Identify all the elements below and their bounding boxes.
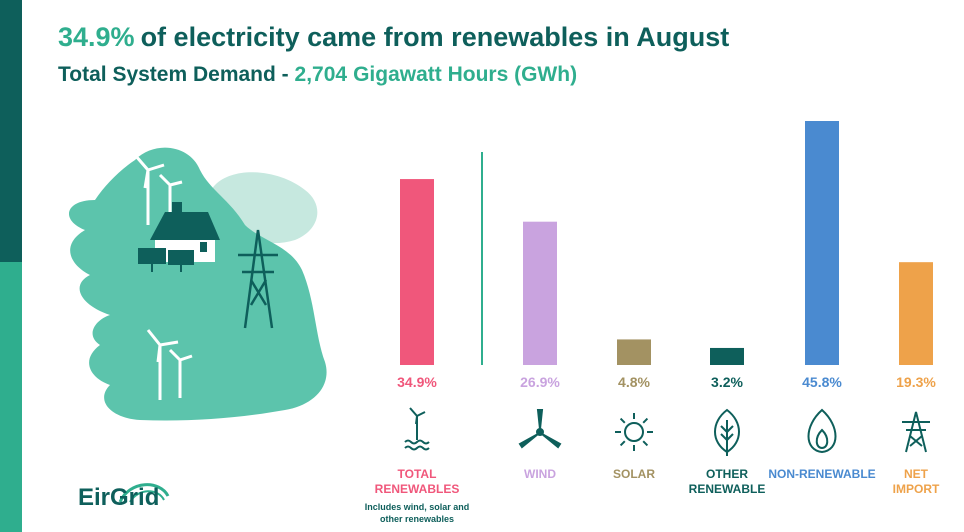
bar-2 <box>617 339 651 365</box>
category-label-5-1: IMPORT <box>893 482 940 496</box>
category-label-4-0: NON-RENEWABLE <box>768 467 875 481</box>
category-label-2-0: SOLAR <box>613 467 655 481</box>
subtitle-value: 2,704 <box>294 63 348 86</box>
pylon-illustration <box>238 229 278 329</box>
category-label-3-1: RENEWABLE <box>689 482 766 496</box>
category-note-0-1: other renewables <box>380 514 454 524</box>
solar-panel-illustration <box>138 248 194 272</box>
turbine-illustration-south <box>146 329 193 400</box>
value-label-3: 3.2% <box>711 374 743 390</box>
category-label-0-1: RENEWABLES <box>375 482 460 496</box>
pylon-icon <box>902 411 930 453</box>
side-band-green <box>0 262 22 532</box>
leaf-icon <box>714 408 740 456</box>
bar-4 <box>805 121 839 365</box>
category-label-1-0: WIND <box>524 467 556 481</box>
category-label-3-0: OTHER <box>706 467 748 481</box>
bar-1 <box>523 221 557 365</box>
flame-icon <box>807 408 837 454</box>
bar-3 <box>710 347 744 365</box>
logo-text: EirGrid <box>78 484 160 511</box>
subtitle-prefix: Total System Demand - <box>58 63 289 86</box>
page-title: 34.9% of electricity came from renewables… <box>58 22 729 53</box>
category-note-0-0: Includes wind, solar and <box>365 502 470 512</box>
subtitle-unit: Gigawatt Hours (GWh) <box>353 63 578 86</box>
title-text: of electricity came from renewables in A… <box>140 22 730 52</box>
eirgrid-logo: EirGrid <box>60 472 180 522</box>
sun-icon <box>615 413 653 451</box>
page-subtitle: Total System Demand - 2,704 Gigawatt Hour… <box>58 63 583 87</box>
turbine-illustration-north <box>133 154 183 225</box>
value-label-4: 45.8% <box>802 374 842 390</box>
turbine-water-icon <box>404 407 430 451</box>
value-label-5: 19.3% <box>896 374 936 390</box>
value-label-1: 26.9% <box>520 374 560 390</box>
wind-blades-icon <box>518 409 562 449</box>
ireland-map-illustration <box>68 147 327 421</box>
side-band-dark <box>0 0 22 262</box>
bar-5 <box>899 262 933 365</box>
title-percentage: 34.9% <box>58 22 135 52</box>
category-label-0-0: TOTAL <box>398 467 437 481</box>
logo-arc-icon <box>118 483 170 503</box>
value-label-0: 34.9% <box>397 374 437 390</box>
category-label-5-0: NET <box>904 467 929 481</box>
bar-0 <box>400 179 434 365</box>
value-label-2: 4.8% <box>618 374 650 390</box>
ireland-shape <box>68 147 327 421</box>
